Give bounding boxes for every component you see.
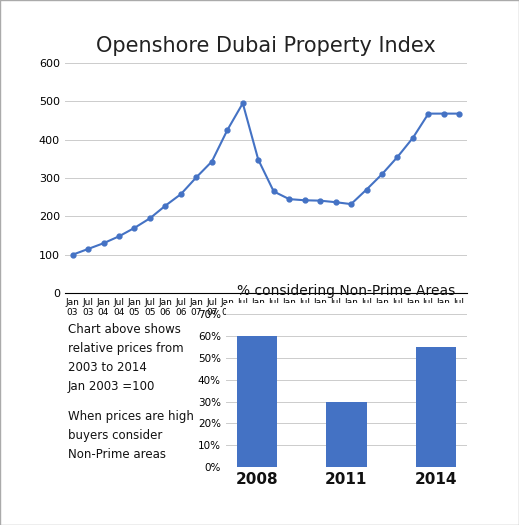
Bar xyxy=(237,336,277,467)
Title: % considering Non-Prime Areas: % considering Non-Prime Areas xyxy=(237,284,456,298)
Title: Openshore Dubai Property Index: Openshore Dubai Property Index xyxy=(96,36,436,56)
Bar xyxy=(416,346,456,467)
Text: Chart above shows
relative prices from
2003 to 2014
Jan 2003 =100: Chart above shows relative prices from 2… xyxy=(68,323,184,393)
Text: When prices are high
buyers consider
Non-Prime areas: When prices are high buyers consider Non… xyxy=(68,410,194,461)
Bar xyxy=(326,402,366,467)
